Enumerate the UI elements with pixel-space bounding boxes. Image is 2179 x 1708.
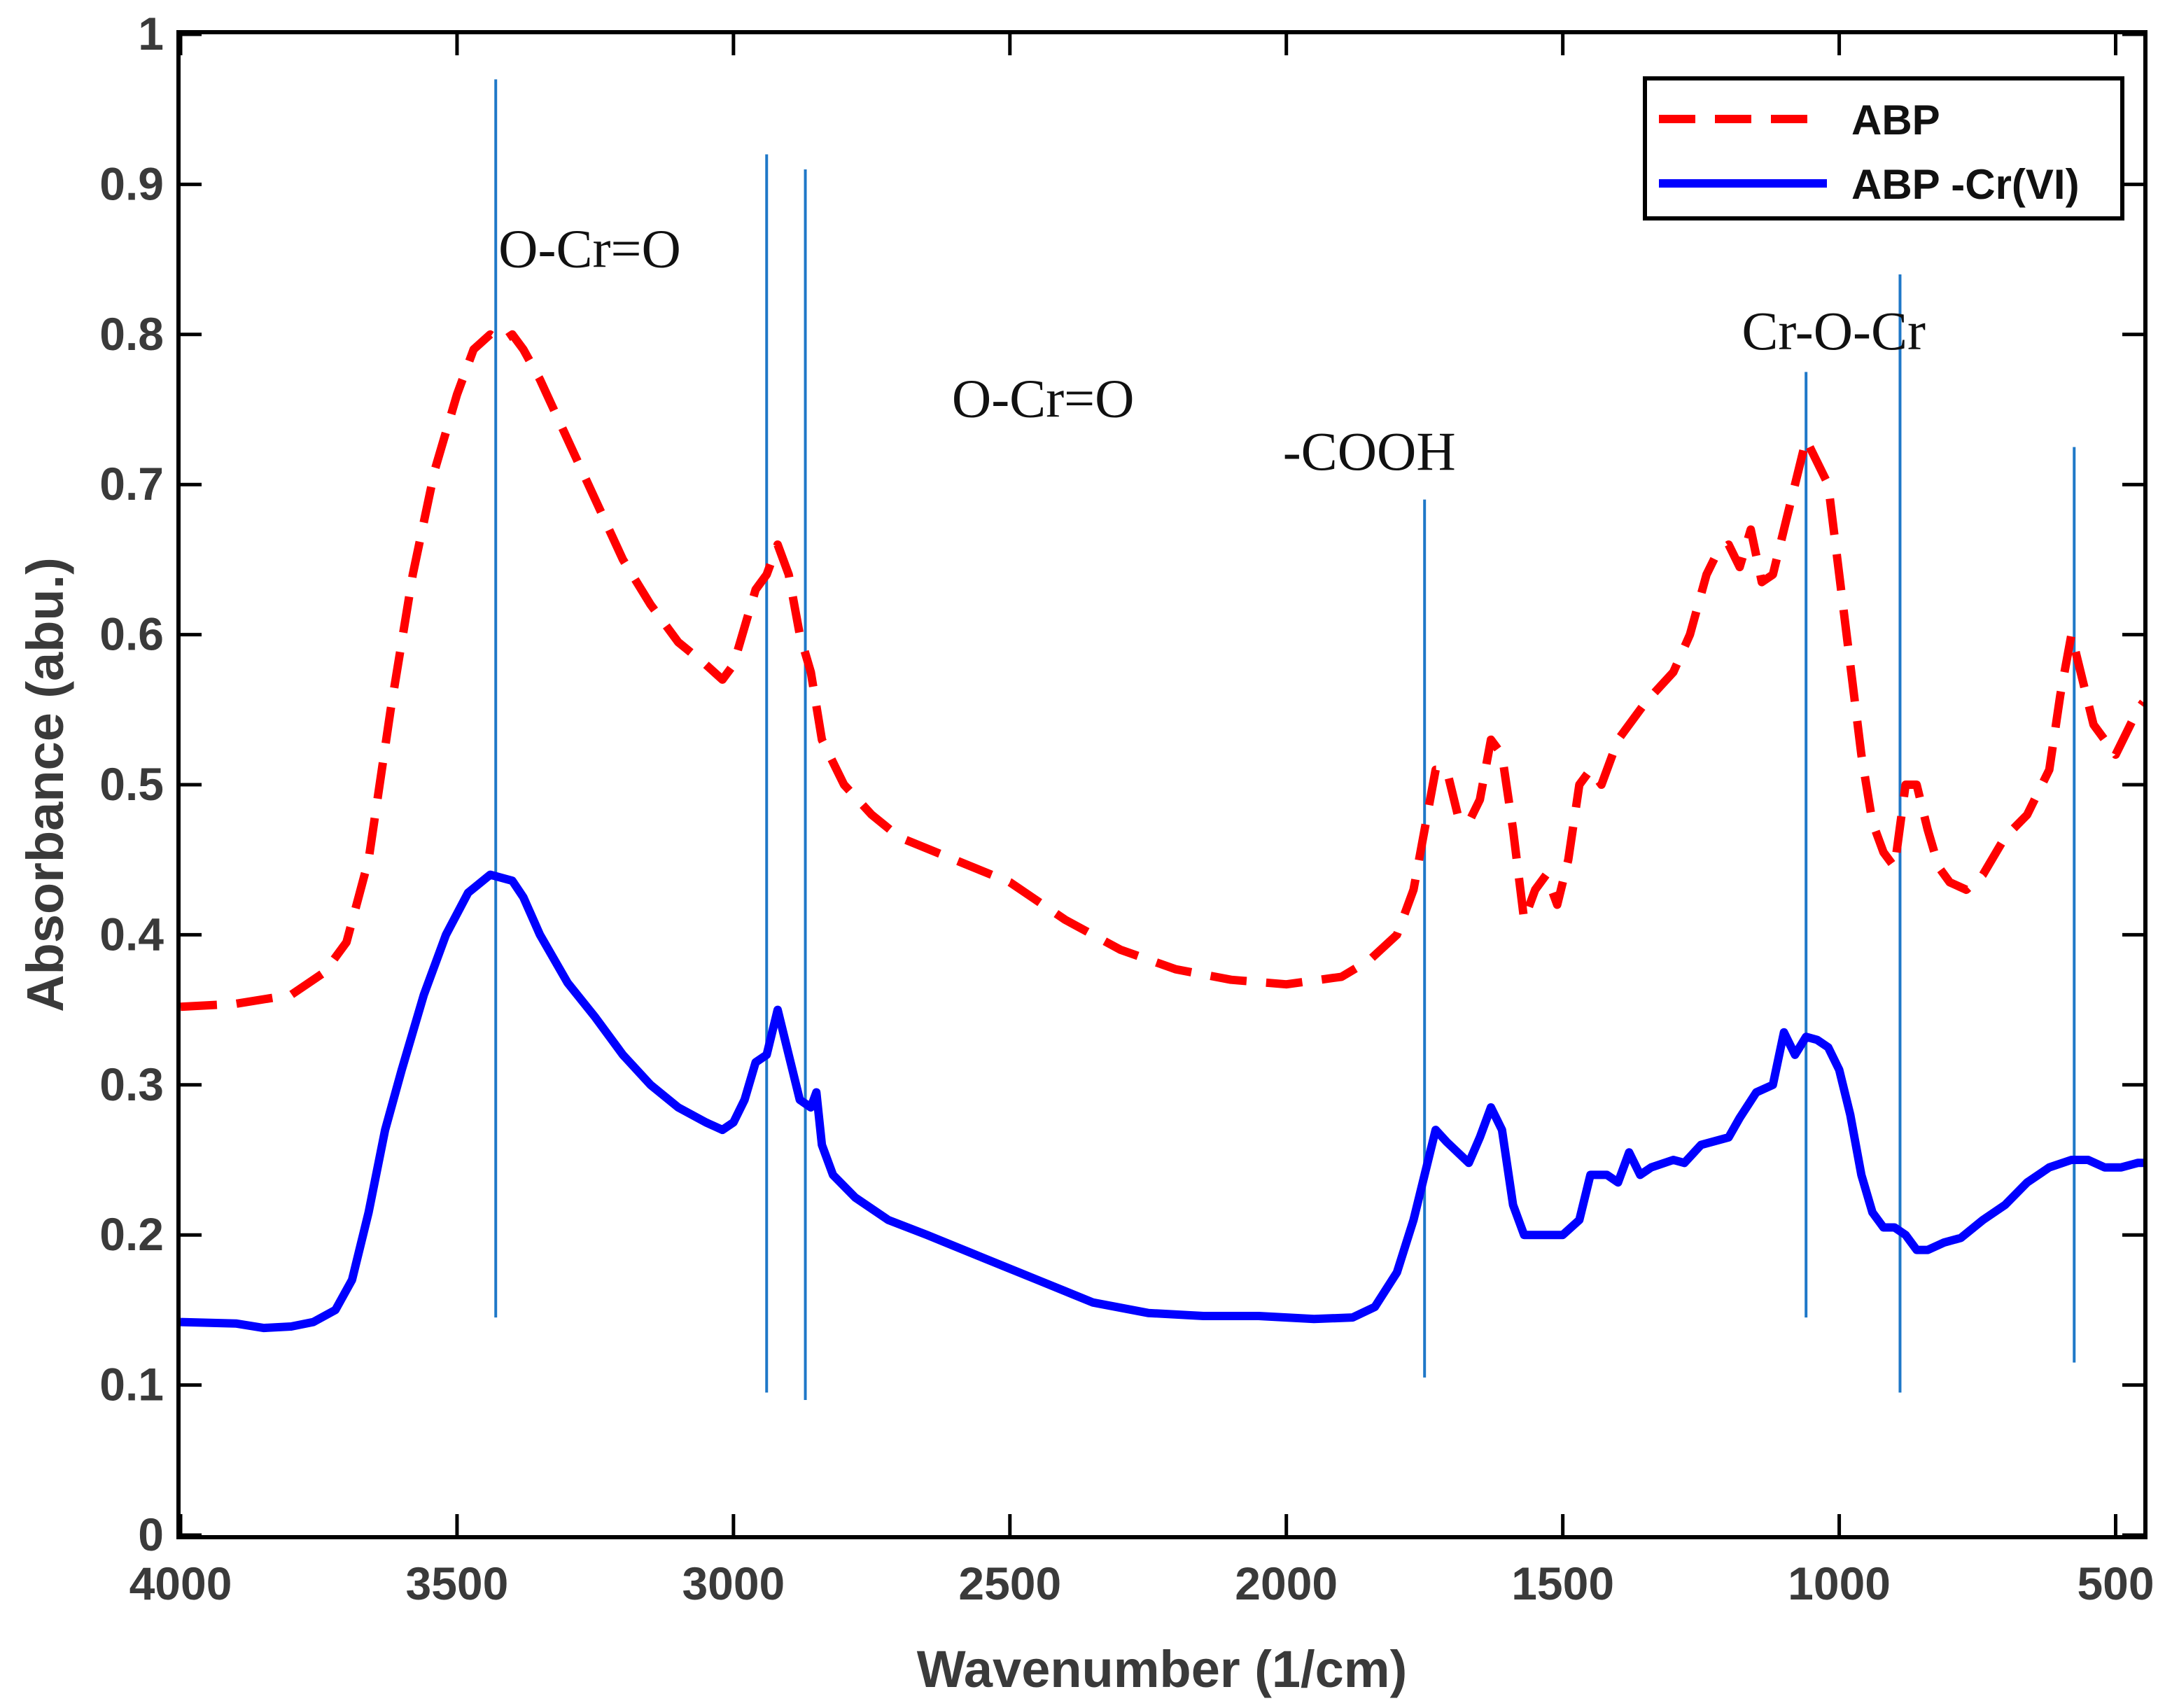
peak-annotation: O-Cr=O: [952, 368, 1135, 429]
x-tick-label: 1000: [1788, 1558, 1891, 1609]
y-tick-label: 0.2: [99, 1208, 164, 1260]
plot-frame: [176, 30, 2148, 1539]
x-tick-label: 2000: [1235, 1558, 1338, 1609]
x-tick-label: 3000: [682, 1558, 785, 1609]
y-tick-label: 0: [138, 1508, 164, 1560]
peak-annotation: O-Cr=O: [498, 218, 681, 279]
x-tick-label: 2500: [958, 1558, 1061, 1609]
x-tick-label: 4000: [129, 1558, 232, 1609]
y-axis-label: Absorbance (abu.): [16, 557, 74, 1012]
legend-label-abp-cr: ABP -Cr(VI): [1851, 161, 2080, 208]
x-axis-label: Wavenumber (1/cm): [917, 1640, 1407, 1698]
y-tick-label: 0.1: [99, 1359, 164, 1410]
peak-annotation: -COOH: [1283, 421, 1456, 482]
peak-annotation: Cr-O-Cr: [1742, 300, 1926, 361]
y-tick-label: 0.8: [99, 308, 164, 360]
y-tick-label: 0.3: [99, 1058, 164, 1110]
legend-label-abp: ABP: [1851, 97, 1940, 144]
x-tick-label: 3500: [406, 1558, 509, 1609]
y-tick-label: 0.9: [99, 158, 164, 209]
series-line-abp: [180, 330, 2147, 1011]
y-tick-label: 0.7: [99, 458, 164, 510]
legend: ABP ABP -Cr(VI): [1643, 76, 2124, 220]
y-tick-label: 0.4: [99, 908, 164, 960]
x-tick-label: 1500: [1511, 1558, 1614, 1609]
legend-box: [1643, 76, 2124, 220]
x-tick-label: 500: [2077, 1558, 2154, 1609]
series-line-abp-cr: [180, 870, 2143, 1333]
y-tick-label: 0.5: [99, 758, 164, 810]
y-tick-label: 1: [138, 8, 164, 59]
y-tick-label: 0.6: [99, 608, 164, 660]
